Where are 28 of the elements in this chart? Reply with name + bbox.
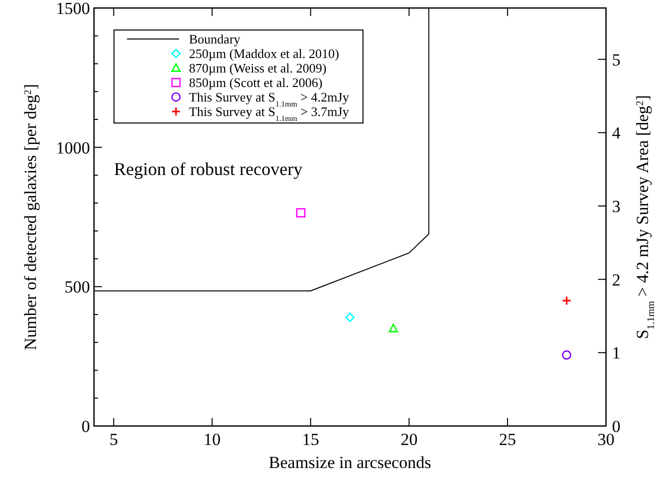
- y-tick-label: 1500: [56, 0, 90, 18]
- x-axis-title: Beamsize in arcseconds: [268, 453, 432, 472]
- annotation: Region of robust recovery: [114, 159, 302, 179]
- x-tick-label: 25: [499, 430, 516, 449]
- y-tick-label: 0: [82, 417, 90, 436]
- legend-label: This Survey at S$_{1.1mm}$ > 4.2mJy: [189, 90, 350, 108]
- point: [345, 312, 355, 322]
- point: [296, 208, 306, 218]
- legend-label: 250µm (Maddox et al. 2010): [189, 46, 340, 61]
- y2-tick-label: 4: [612, 124, 621, 143]
- y-tick-label: 500: [64, 278, 90, 297]
- x-tick-label: 30: [598, 430, 614, 449]
- x-tick-label: 10: [204, 430, 221, 449]
- legend-label: 850µm (Scott et al. 2006): [189, 75, 322, 90]
- y2-tick-label: 3: [612, 197, 620, 216]
- x-tick-label: 20: [400, 430, 418, 449]
- y2-tick-label: 0: [612, 417, 620, 436]
- point: [388, 324, 398, 332]
- legend-label: 870µm (Weiss et al. 2009): [189, 60, 327, 76]
- y2-tick-label: 2: [612, 270, 620, 290]
- y2-tick-label: 1: [612, 344, 620, 363]
- x-tick-label: 5: [109, 430, 118, 449]
- legend-label: Boundary: [189, 32, 241, 46]
- y-tick-label: 1000: [56, 138, 90, 158]
- y2-tick-label: 5: [612, 50, 620, 70]
- point: [562, 350, 572, 360]
- x-tick-label: 15: [302, 430, 320, 449]
- point: [562, 296, 572, 306]
